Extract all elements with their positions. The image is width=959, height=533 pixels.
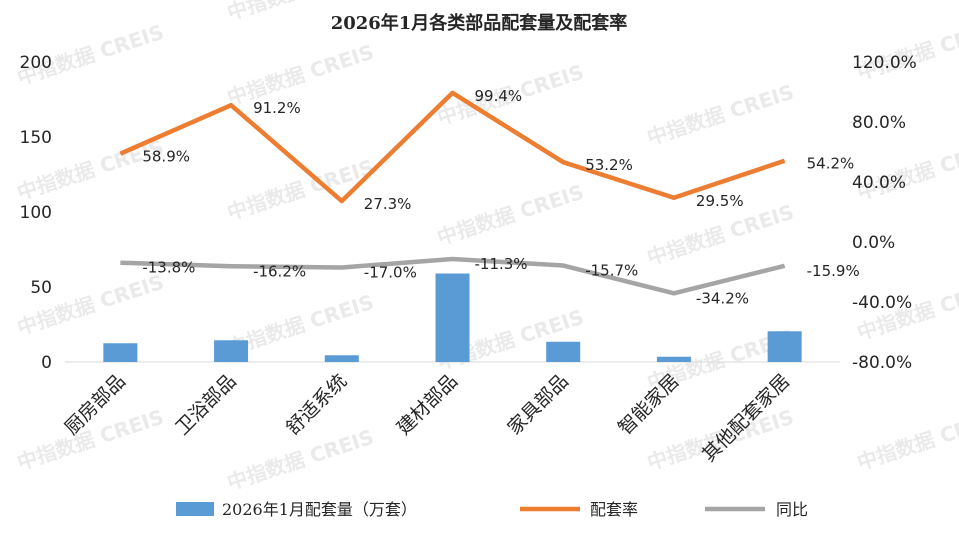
right-axis: -80.0% -40.0% 0.0% 40.0% 80.0% 120.0% xyxy=(852,53,917,373)
bar xyxy=(656,356,691,362)
data-label: -34.2% xyxy=(696,289,749,307)
line-series xyxy=(119,90,786,296)
data-label: -15.7% xyxy=(585,262,638,280)
watermark-text: 中指数据 CREIS xyxy=(854,15,959,85)
data-label: 54.2% xyxy=(807,155,855,173)
right-tick-label: 0.0% xyxy=(852,233,895,253)
category-label: 家具部品 xyxy=(503,370,572,439)
bar xyxy=(214,340,249,362)
data-label: -16.2% xyxy=(253,262,306,280)
bar-series xyxy=(103,273,802,362)
data-label: 58.9% xyxy=(142,148,190,166)
data-label: -13.8% xyxy=(142,259,195,277)
legend-label: 同比 xyxy=(776,500,808,519)
left-tick-label: 0 xyxy=(41,353,52,373)
bar xyxy=(103,343,138,362)
data-label: -11.3% xyxy=(475,255,528,273)
legend-swatch-bar xyxy=(176,502,214,516)
chart-title: 2026年1月各类部品配套量及配套率 xyxy=(331,12,628,34)
data-label: 29.5% xyxy=(696,192,744,210)
watermark-text: 中指数据 CREIS xyxy=(854,405,959,475)
legend: 2026年1月配套量（万套） 配套率 同比 xyxy=(176,500,808,519)
left-tick-label: 150 xyxy=(20,128,52,148)
data-label: 53.2% xyxy=(585,156,633,174)
data-label: 91.2% xyxy=(253,99,301,117)
right-tick-label: -80.0% xyxy=(852,353,912,373)
data-label: -15.9% xyxy=(807,262,860,280)
category-label: 舒适系统 xyxy=(282,370,351,439)
bar xyxy=(546,341,581,362)
left-tick-label: 50 xyxy=(30,278,52,298)
data-label: -17.0% xyxy=(364,264,417,282)
category-label: 卫浴部品 xyxy=(171,370,240,439)
data-labels: 58.9% 91.2% 27.3% 99.4% 53.2% 29.5% 54.2% -13.8… xyxy=(142,87,859,307)
data-label: 99.4% xyxy=(475,87,523,105)
data-label: 27.3% xyxy=(364,195,412,213)
category-label: 建材部品 xyxy=(393,370,462,439)
bar xyxy=(767,331,802,362)
left-axis: 0 50 100 150 200 xyxy=(20,53,52,373)
watermark-text: 中指数据 CREIS xyxy=(434,180,587,250)
legend-label: 2026年1月配套量（万套） xyxy=(222,500,417,519)
right-tick-label: 120.0% xyxy=(852,53,917,73)
bar xyxy=(324,355,359,362)
watermark-text: 中指数据 CREIS xyxy=(644,200,797,270)
watermark-text: 中指数据 CREIS xyxy=(854,135,959,205)
left-tick-label: 200 xyxy=(20,53,52,73)
legend-label: 配套率 xyxy=(590,500,638,519)
right-tick-label: 40.0% xyxy=(852,173,906,193)
right-tick-label: -40.0% xyxy=(852,293,912,313)
right-tick-label: 80.0% xyxy=(852,113,906,133)
bar xyxy=(435,273,470,362)
watermark-text: 中指数据 CREIS xyxy=(644,80,797,150)
left-tick-label: 100 xyxy=(20,203,52,223)
watermark-layer: 中指数据 CREIS 中指数据 CREIS 中指数据 CREIS 中指数据 CREIS… xyxy=(14,0,959,495)
